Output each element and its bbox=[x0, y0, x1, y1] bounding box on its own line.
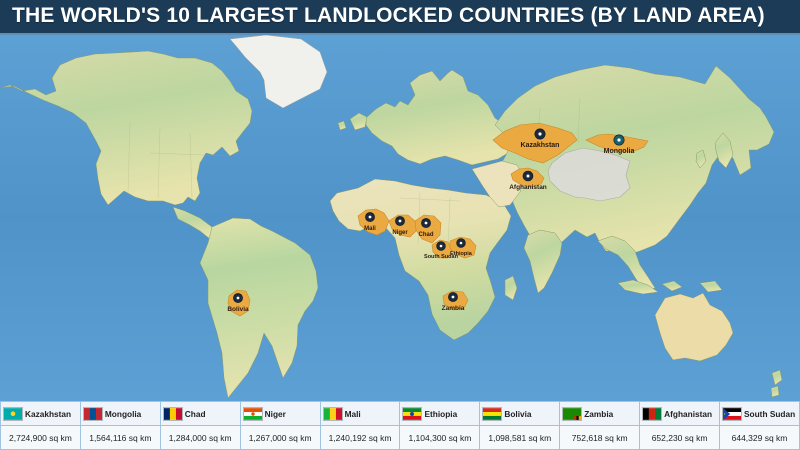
svg-text:Afghanistan: Afghanistan bbox=[509, 184, 547, 191]
svg-text:Chad: Chad bbox=[419, 232, 434, 238]
svg-text:Kazakhstan: Kazakhstan bbox=[521, 142, 560, 149]
svg-text:Mongolia: Mongolia bbox=[604, 148, 635, 155]
svg-text:Mali: Mali bbox=[364, 226, 376, 232]
svg-text:Niger: Niger bbox=[392, 230, 408, 236]
svg-text:Zambia: Zambia bbox=[442, 305, 465, 312]
svg-text:Ethiopia: Ethiopia bbox=[450, 251, 473, 257]
svg-text:Bolivia: Bolivia bbox=[227, 306, 249, 313]
